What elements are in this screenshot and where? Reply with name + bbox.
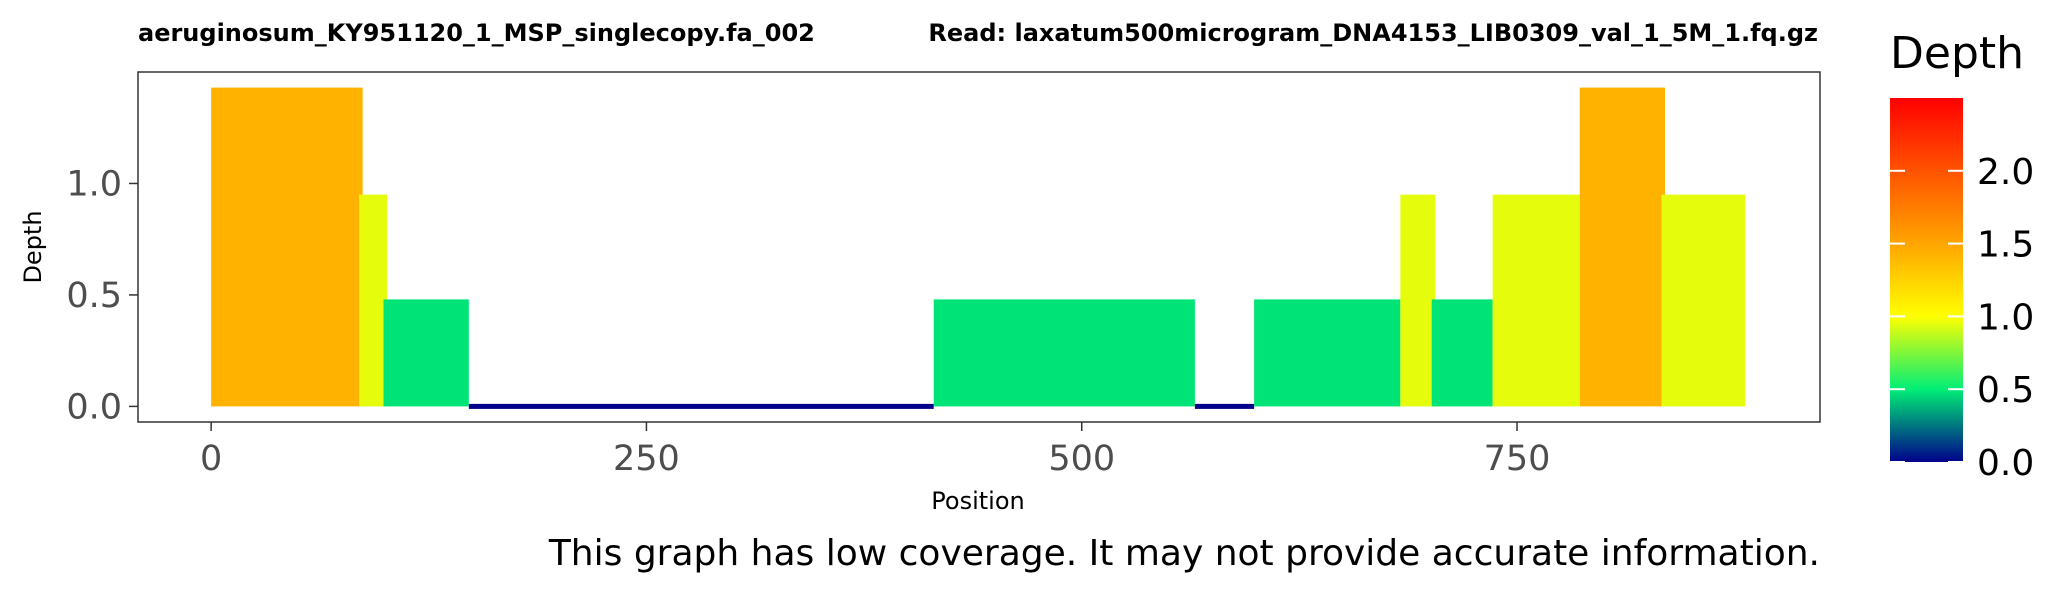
coverage-bar — [1431, 299, 1493, 407]
x-axis-title: Position — [931, 487, 1024, 515]
coverage-bar — [1254, 299, 1401, 407]
x-tick-label: 0 — [200, 439, 222, 479]
y-tick-label: 1.0 — [66, 164, 122, 204]
y-axis-title: Depth — [19, 210, 47, 283]
coverage-bar — [468, 403, 934, 409]
coverage-bar — [1661, 194, 1746, 407]
coverage-bar — [1400, 194, 1436, 407]
plot-title: aeruginosum_KY951120_1_MSP_singlecopy.fa… — [138, 19, 815, 47]
coverage-bar — [383, 299, 469, 407]
legend-ticks: 0.0 0.5 1.0 1.5 2.0 — [1890, 152, 2034, 484]
coverage-bars — [211, 87, 1746, 409]
y-tick-label: 0.5 — [66, 276, 122, 316]
legend-title: Depth — [1890, 28, 2024, 79]
coverage-bar — [1579, 87, 1666, 407]
legend-tick-label: 2.0 — [1977, 152, 2034, 193]
legend-tick-label: 1.5 — [1977, 225, 2034, 266]
coverage-bar — [1194, 403, 1255, 409]
y-tick-label: 0.0 — [66, 387, 122, 427]
x-axis: 0 250 500 750 — [200, 422, 1550, 479]
low-coverage-note: This graph has low coverage. It may not … — [548, 533, 1820, 574]
coverage-bar — [359, 194, 387, 407]
x-tick-label: 250 — [613, 439, 680, 479]
plot-panel-border — [137, 71, 1821, 423]
legend-tick-label: 1.0 — [1977, 297, 2034, 338]
coverage-bar — [1492, 194, 1580, 407]
x-tick-label: 500 — [1048, 439, 1115, 479]
plot-subtitle: Read: laxatum500microgram_DNA4153_LIB030… — [928, 19, 1818, 47]
coverage-bar — [933, 299, 1195, 407]
coverage-bar — [211, 87, 363, 407]
x-tick-label: 750 — [1484, 439, 1551, 479]
legend-tick-label: 0.5 — [1977, 370, 2034, 411]
y-axis: 0.0 0.5 1.0 — [66, 164, 138, 427]
legend-colorbar — [1890, 98, 1963, 462]
legend-tick-label: 0.0 — [1977, 443, 2034, 484]
